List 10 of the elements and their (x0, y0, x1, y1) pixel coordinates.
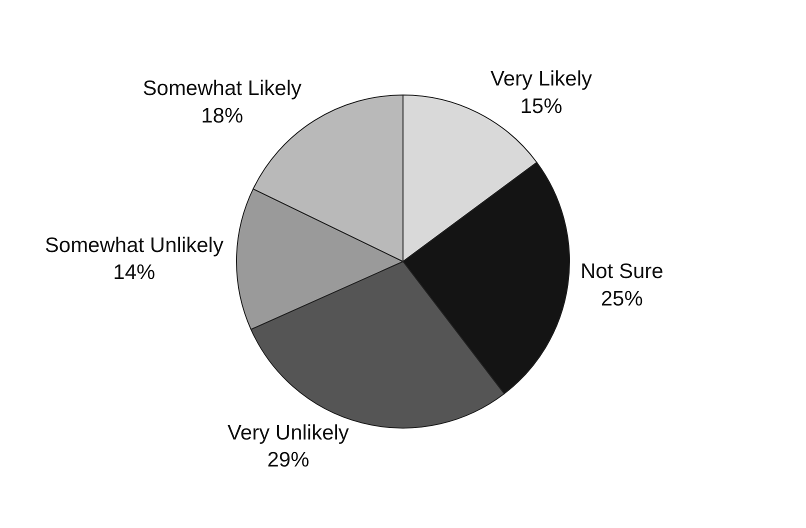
slice-label: Very Likely (490, 68, 593, 91)
slice-label: Somewhat Unlikely (44, 234, 224, 257)
data-label: 18% (201, 104, 244, 128)
slice-label: Very Unlikely (228, 421, 350, 444)
data-label: 29% (267, 448, 310, 472)
data-label: 14% (113, 261, 156, 284)
data-label: 15% (520, 94, 562, 118)
slice-label: Somewhat Likely (142, 77, 302, 100)
data-label: 25% (600, 287, 643, 310)
slice-label: Not Sure (580, 260, 664, 284)
